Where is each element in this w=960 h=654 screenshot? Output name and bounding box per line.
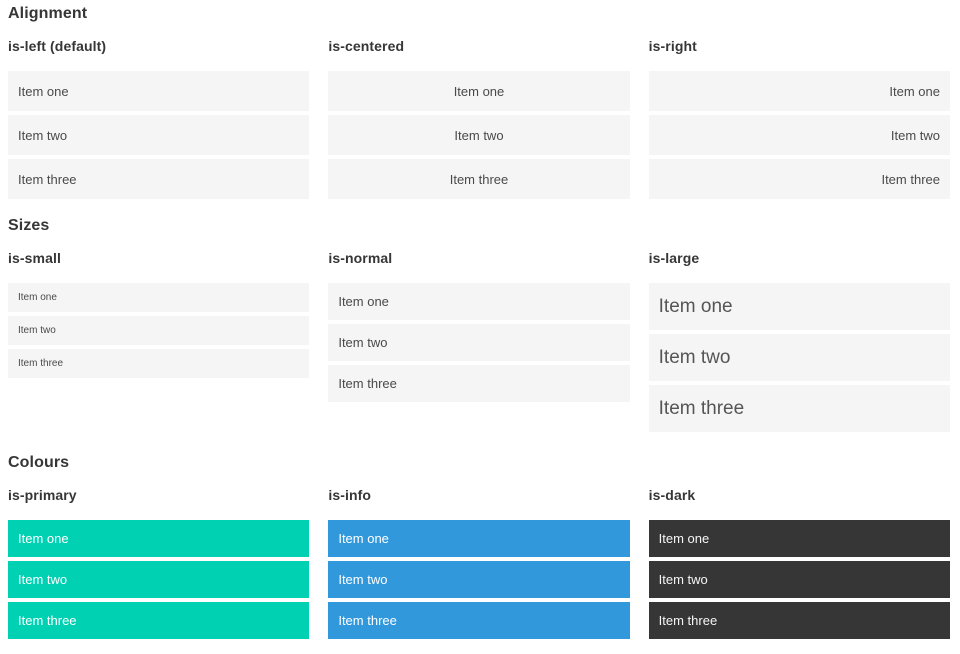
column-is-centered: is-centered Item one Item two Item three	[328, 38, 630, 199]
variant-label: is-dark	[648, 487, 696, 503]
list-item[interactable]: Item one	[328, 520, 630, 557]
variant-label: is-large	[648, 250, 700, 266]
list-item[interactable]: Item one	[328, 71, 630, 111]
section-title: Alignment	[8, 5, 88, 22]
column-is-dark: is-dark Item one Item two Item three	[648, 487, 950, 639]
section-alignment: Alignment is-left (default) Item one Ite…	[8, 4, 950, 199]
variant-label: is-centered	[328, 38, 405, 54]
list-item[interactable]: Item three	[648, 385, 950, 432]
list-item[interactable]: Item one	[8, 520, 310, 557]
list-item[interactable]: Item two	[648, 334, 950, 381]
variant-label: is-small	[8, 250, 61, 266]
list-item[interactable]: Item one	[648, 283, 950, 330]
variant-label: is-normal	[328, 250, 393, 266]
column-is-normal: is-normal Item one Item two Item three	[328, 250, 630, 402]
list-item[interactable]: Item two	[8, 561, 310, 598]
column-is-small: is-small Item one Item two Item three	[8, 250, 310, 378]
column-is-right: is-right Item one Item two Item three	[648, 38, 950, 199]
list-item[interactable]: Item three	[8, 602, 310, 639]
list-item[interactable]: Item one	[8, 283, 310, 312]
list-item[interactable]: Item two	[328, 115, 630, 155]
list-item[interactable]: Item three	[8, 349, 310, 378]
column-is-primary: is-primary Item one Item two Item three	[8, 487, 310, 639]
sizes-row: is-small Item one Item two Item three is…	[8, 250, 950, 432]
list-item[interactable]: Item three	[328, 365, 630, 402]
list-item[interactable]: Item two	[8, 115, 310, 155]
variant-label: is-left (default)	[8, 38, 107, 54]
column-is-info: is-info Item one Item two Item three	[328, 487, 630, 639]
list-item[interactable]: Item three	[648, 602, 950, 639]
list-item[interactable]: Item one	[328, 283, 630, 320]
alignment-row: is-left (default) Item one Item two Item…	[8, 38, 950, 199]
list-item[interactable]: Item two	[648, 561, 950, 598]
list-item[interactable]: Item three	[328, 602, 630, 639]
section-title: Colours	[8, 454, 70, 471]
column-is-large: is-large Item one Item two Item three	[648, 250, 950, 432]
section-colours: Colours is-primary Item one Item two Ite…	[8, 453, 950, 639]
variant-label: is-info	[328, 487, 372, 503]
list-item[interactable]: Item three	[328, 159, 630, 199]
section-title: Sizes	[8, 217, 50, 234]
column-is-left: is-left (default) Item one Item two Item…	[8, 38, 310, 199]
list-item[interactable]: Item one	[8, 71, 310, 111]
list-item[interactable]: Item three	[648, 159, 950, 199]
variant-label: is-right	[648, 38, 697, 54]
list-item[interactable]: Item two	[648, 115, 950, 155]
list-item[interactable]: Item one	[648, 520, 950, 557]
list-item[interactable]: Item two	[328, 324, 630, 361]
section-sizes: Sizes is-small Item one Item two Item th…	[8, 216, 950, 432]
list-item[interactable]: Item one	[648, 71, 950, 111]
variant-label: is-primary	[8, 487, 77, 503]
list-item[interactable]: Item two	[328, 561, 630, 598]
colours-row: is-primary Item one Item two Item three …	[8, 487, 950, 639]
list-item[interactable]: Item two	[8, 316, 310, 345]
list-item[interactable]: Item three	[8, 159, 310, 199]
